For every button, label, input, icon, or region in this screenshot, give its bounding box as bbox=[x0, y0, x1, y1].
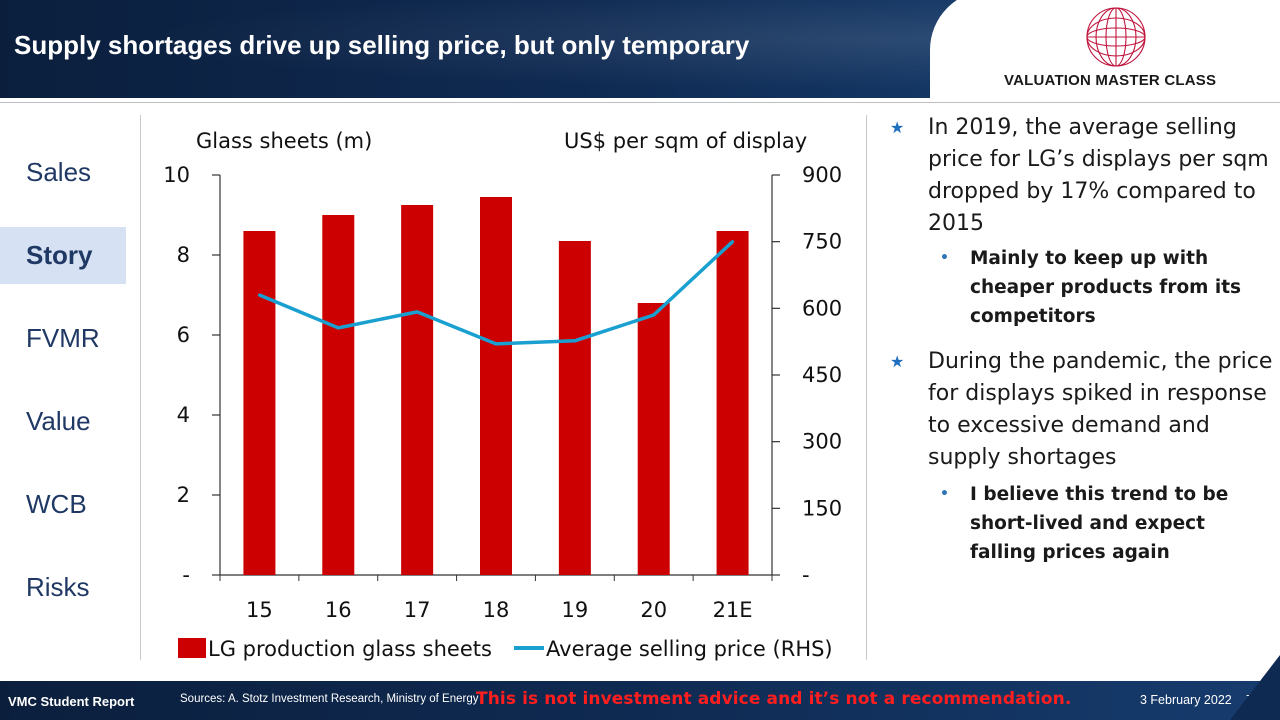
x-tick-label: 18 bbox=[483, 598, 510, 622]
bar-glass-sheets bbox=[322, 215, 355, 575]
x-tick-label: 17 bbox=[404, 598, 431, 622]
logo-text: VALUATION MASTER CLASS bbox=[1004, 72, 1217, 89]
nav-item-story[interactable]: Story bbox=[0, 227, 126, 284]
left-tick-label: 8 bbox=[177, 243, 190, 267]
x-tick-label: 16 bbox=[325, 598, 352, 622]
x-tick-label: 15 bbox=[246, 598, 273, 622]
price-point bbox=[731, 240, 735, 244]
legend-bar-swatch bbox=[178, 638, 206, 658]
bar-glass-sheets bbox=[716, 231, 749, 575]
dot-icon: • bbox=[940, 486, 949, 502]
bar-glass-sheets bbox=[558, 241, 591, 575]
chart-divider bbox=[866, 115, 867, 660]
bar-glass-sheets bbox=[637, 303, 670, 575]
right-axis-title: US$ per sqm of display bbox=[564, 129, 807, 153]
legend-bar-label: LG production glass sheets bbox=[208, 637, 492, 661]
footer-sources: Sources: A. Stotz Investment Research, M… bbox=[180, 693, 479, 705]
sub-bullet-1-text: Mainly to keep up with cheaper products … bbox=[970, 248, 1242, 327]
bar-glass-sheets bbox=[480, 197, 512, 575]
price-point bbox=[652, 313, 656, 317]
price-point bbox=[573, 339, 577, 343]
bullet-1-text: In 2019, the average selling price for L… bbox=[928, 115, 1269, 236]
slide-title: Supply shortages drive up selling price,… bbox=[14, 30, 750, 60]
sub-bullet-2-text: I believe this trend to be short-lived a… bbox=[970, 484, 1229, 563]
right-tick-label: 900 bbox=[802, 163, 842, 187]
nav-item-value[interactable]: Value bbox=[26, 406, 91, 436]
footer-disclaimer: This is not investment advice and it’s n… bbox=[476, 689, 1072, 709]
price-point bbox=[415, 310, 419, 314]
price-point bbox=[494, 342, 498, 346]
combo-chart: Glass sheets (m) US$ per sqm of display … bbox=[163, 129, 842, 661]
nav-item-risks[interactable]: Risks bbox=[26, 572, 90, 602]
legend-line-label: Average selling price (RHS) bbox=[546, 637, 833, 661]
right-tick-label: 150 bbox=[802, 496, 842, 520]
x-tick-label: 19 bbox=[561, 598, 588, 622]
nav-item-sales[interactable]: Sales bbox=[26, 157, 92, 187]
header-divider bbox=[0, 102, 1280, 103]
right-tick-label: 450 bbox=[802, 363, 842, 387]
price-point bbox=[336, 326, 340, 330]
footer-corner-accent bbox=[1230, 655, 1280, 720]
left-tick-label: - bbox=[182, 563, 190, 587]
bar-glass-sheets bbox=[243, 231, 276, 575]
globe-icon bbox=[1086, 7, 1146, 67]
right-tick-label: 750 bbox=[802, 230, 842, 254]
star-icon: ★ bbox=[890, 118, 905, 137]
left-axis-title: Glass sheets (m) bbox=[196, 129, 372, 153]
left-tick-label: 4 bbox=[177, 403, 190, 427]
left-tick-label: 10 bbox=[163, 163, 190, 187]
star-icon: ★ bbox=[890, 352, 905, 371]
nav-divider bbox=[140, 115, 141, 660]
sub-bullet-2: • I believe this trend to be short-lived… bbox=[940, 480, 1260, 567]
right-tick-label: - bbox=[802, 563, 810, 587]
footer-date: 3 February 2022 bbox=[1140, 693, 1232, 707]
footer-band: VMC Student Report Sources: A. Stotz Inv… bbox=[0, 681, 1280, 720]
bar-glass-sheets bbox=[401, 205, 434, 575]
nav-item-fvmr[interactable]: FVMR bbox=[26, 323, 100, 353]
x-tick-label: 20 bbox=[640, 598, 667, 622]
right-tick-label: 300 bbox=[802, 430, 842, 454]
sub-bullet-1: • Mainly to keep up with cheaper product… bbox=[940, 244, 1270, 331]
bullet-2-text: During the pandemic, the price for displ… bbox=[928, 349, 1273, 470]
logo-panel bbox=[930, 0, 1280, 102]
nav-item-wcb[interactable]: WCB bbox=[26, 489, 87, 519]
x-tick-label: 21E bbox=[713, 598, 753, 622]
dot-icon: • bbox=[940, 250, 949, 266]
left-tick-label: 2 bbox=[177, 483, 190, 507]
price-point bbox=[257, 293, 261, 297]
footer-report-name: VMC Student Report bbox=[8, 694, 135, 709]
left-tick-label: 6 bbox=[177, 323, 190, 347]
right-tick-label: 600 bbox=[802, 296, 842, 320]
